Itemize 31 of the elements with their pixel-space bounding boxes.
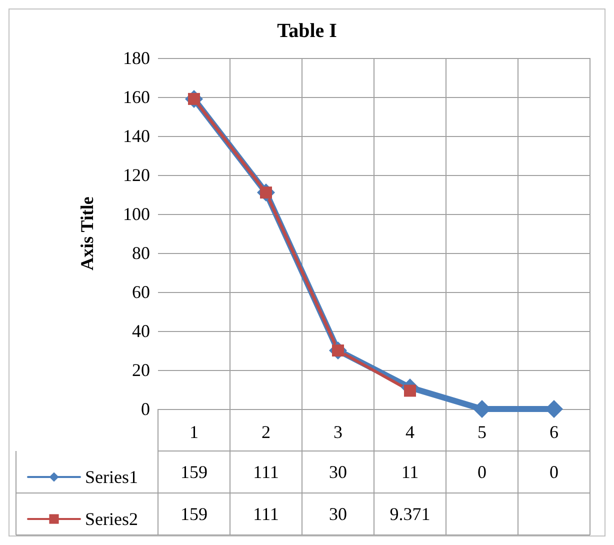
data-label: 11: [401, 462, 419, 482]
data-label: 111: [253, 504, 279, 524]
data-label: 30: [329, 504, 347, 524]
x-tick-label: 3: [334, 422, 342, 442]
y-tick-label: 0: [141, 399, 150, 419]
x-tick-label: 4: [406, 422, 414, 442]
data-label: 159: [180, 504, 208, 524]
data-label: 111: [253, 462, 279, 482]
x-tick-label: 1: [190, 422, 198, 442]
data-label: 9.371: [390, 504, 430, 524]
y-tick-label: 20: [132, 360, 150, 380]
y-tick-label: 180: [123, 48, 150, 68]
data-label: 0: [478, 462, 486, 482]
x-tick-label: 2: [262, 422, 270, 442]
x-tick-label: 6: [550, 422, 558, 442]
y-tick-label: 160: [123, 87, 150, 107]
y-tick-label: 40: [132, 321, 150, 341]
x-tick-label: 5: [478, 422, 486, 442]
data-label: 0: [550, 462, 558, 482]
y-tick-label: 100: [123, 204, 150, 224]
point: [404, 384, 416, 397]
data-label: 159: [180, 462, 208, 482]
y-tick-label: 60: [132, 282, 150, 302]
data-label: 30: [329, 462, 347, 482]
legend-label: Series1: [85, 467, 138, 487]
y-axis-title: Axis Title: [77, 196, 97, 270]
chart-title: Table I: [277, 20, 338, 42]
y-tick-label: 120: [123, 165, 150, 185]
y-tick-label: 140: [123, 126, 150, 146]
legend-label: Series2: [85, 509, 138, 529]
y-tick-label: 80: [132, 243, 150, 263]
